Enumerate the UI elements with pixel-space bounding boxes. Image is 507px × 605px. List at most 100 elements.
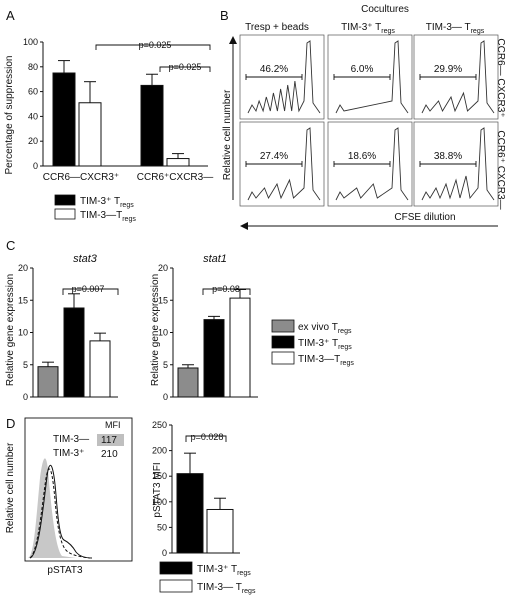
panel-b-cell-r1-c2-percentage: 6.0%: [351, 64, 374, 75]
panel-d-legend-label-1: TIM-3⁺ Tregs: [197, 564, 251, 577]
panel-b-cell-r1-c2-histogram: [335, 40, 409, 114]
panel-c-legend-label-3: TIM-3—Tregs: [298, 354, 354, 367]
panel-d-bar-ylabel: pSTAT3 MFI: [152, 462, 163, 517]
panel-c-stat3-bar-3: [89, 340, 111, 398]
panel-c-stat1-bar-2: [203, 319, 225, 398]
panel-c-legend-swatch-white: [271, 351, 295, 365]
panel-d-hist-shaded: [28, 458, 76, 558]
panel-c-stat1-bar-1: [177, 367, 199, 398]
panel-b-letter: B: [220, 8, 229, 23]
panel-d-tick-label: 0: [162, 548, 167, 558]
panel-c-stat1-bars: [177, 289, 251, 398]
panel-b-cell-r1-c3-frame: [413, 34, 499, 120]
panel-b-ylabel: Relative cell number: [222, 89, 233, 180]
panel-d-legend-label-2: TIM-3— Tregs: [197, 582, 256, 595]
panel-b-row-label-1: CCR6— CXCR3⁺: [495, 38, 506, 117]
panel-c-left-tick-label: 15: [18, 295, 28, 305]
panel-b-row-label-2: CCR6⁺ CXCR3—: [495, 130, 506, 209]
panel-c-ylabel-left: Relative gene expression: [5, 274, 16, 386]
panel-c-legend-label-2: TIM-3⁺ Tregs: [298, 338, 352, 351]
panel-b-cell-r1-c2-frame: [327, 34, 413, 120]
panel-c-ylabel-right: Relative gene expression: [150, 274, 161, 386]
panel-c-stat3-bar-2: [63, 307, 85, 398]
panel-d-tick-label: 200: [152, 446, 167, 456]
panel-d-mfi-value-1-bg: [97, 434, 124, 446]
panel-d-tick-label: 150: [152, 471, 167, 481]
panel-d-mfi-label-1: TIM-3—: [53, 434, 89, 445]
panel-a-legend-swatch-white: [54, 208, 76, 220]
panel-b-cell-r1-c1-frame: [239, 34, 325, 120]
panel-a-tick-label: 0: [33, 161, 38, 171]
panel-c-p-right: p=0.08: [212, 284, 240, 294]
panel-d-legend-swatch-white: [159, 579, 193, 593]
panel-c-left-tick-label: 10: [18, 328, 28, 338]
panel-a-p-outer: p=0.025: [139, 40, 172, 50]
panel-d-mfi-value-2: 210: [101, 449, 118, 460]
panel-d-hist-ylabel: Relative cell number: [5, 442, 16, 533]
panel-d-legend-swatch-black: [159, 561, 193, 575]
panel-a-legend-label-2: TIM-3—Tregs: [80, 210, 136, 223]
panel-c-left-y-ticks: 0 5 10 15 20: [18, 263, 33, 402]
panel-c-left-tick-label: 20: [18, 263, 28, 273]
panel-d-bars: [176, 452, 234, 554]
panel-a-bar-timplus-2: [140, 84, 164, 167]
panel-b-cell-r1-c3-histogram: [421, 40, 495, 114]
panel-c-bracket-right: [202, 288, 251, 295]
panel-b-cell-r2-c3-frame: [413, 121, 499, 207]
panel-b-cell-r2-c3-percentage: 38.8%: [434, 151, 462, 162]
panel-b-xlabel: CFSE dilution: [394, 212, 455, 223]
panel-d-letter: D: [6, 416, 15, 431]
panel-d-tick-label: 250: [152, 420, 167, 430]
panel-a-bracket-outer: [95, 44, 211, 50]
panel-c-right-tick-label: 0: [163, 392, 168, 402]
panel-a-category-2: CCR6⁺CXCR3—: [137, 172, 213, 183]
panel-c-left-tick-label: 5: [23, 360, 28, 370]
panel-a-bar-timplus-1: [52, 72, 76, 167]
panel-c-stat3-bar-1: [37, 366, 59, 398]
panel-a-ylabel: Percentage of suppression: [4, 56, 15, 175]
panel-a-tick-label: 20: [28, 136, 38, 146]
panel-c-bracket-left: [62, 288, 119, 295]
panel-c-stat3-bars: [37, 293, 111, 398]
panel-c-right-tick-label: 10: [158, 328, 168, 338]
panel-b-cell-r1-c1-histogram: [247, 40, 321, 114]
panel-d-tick-label: 100: [152, 497, 167, 507]
panel-d-mfi-header: MFI: [105, 420, 121, 430]
panel-c-stat1-bar-3: [229, 297, 251, 398]
panel-c-right-tick-label: 15: [158, 295, 168, 305]
panel-b-col-header-1: Tresp + beads: [245, 22, 309, 33]
panel-a-y-ticks: 0 20 40 60 80 100: [23, 37, 43, 171]
panel-b-cell-r2-c1-frame: [239, 121, 325, 207]
panel-c-title-stat3: stat3: [73, 253, 98, 265]
panel-a-bracket-inner: [159, 66, 211, 72]
panel-b-cell-r2-c3-gate: [419, 161, 477, 167]
panel-d-hist-xlabel: pSTAT3: [47, 565, 83, 576]
panel-a-bars: [52, 60, 190, 167]
panel-b-cell-r1-c1-gate: [245, 74, 303, 80]
panel-c-title-stat1: stat1: [203, 253, 227, 265]
panel-b-col-header-3: TIM-3— Tregs: [426, 22, 485, 35]
panel-d-hist-frame: [24, 417, 133, 562]
panel-d-bar-1: [176, 473, 204, 554]
panel-b-cell-r2-c2-frame: [327, 121, 413, 207]
panel-a-bar-timminus-1: [78, 102, 102, 167]
panel-d-mfi-value-1: 117: [101, 435, 117, 446]
panel-b-cell-r2-c3-histogram: [421, 127, 495, 201]
panel-c-right-tick-label: 20: [158, 263, 168, 273]
panel-b-cell-r1-c3-gate: [419, 74, 477, 80]
panel-b-cell-r2-c1-gate: [245, 161, 303, 167]
panel-b-cell-r1-c2-gate: [333, 74, 391, 80]
panel-a-tick-label: 60: [28, 87, 38, 97]
panel-d-p-value: p=0.028: [191, 432, 224, 442]
panel-a-legend-swatch-black: [54, 194, 76, 206]
panel-d-bar-2: [206, 508, 234, 554]
panel-c-left-tick-label: 0: [23, 392, 28, 402]
panel-a-legend-label-1: TIM-3⁺ Tregs: [80, 196, 134, 209]
panel-b-cell-r2-c2-percentage: 18.6%: [348, 151, 376, 162]
panel-b-title: Cocultures: [361, 4, 409, 15]
panel-c-legend-swatch-black: [271, 335, 295, 349]
panel-a-letter: A: [6, 8, 15, 23]
panel-a-tick-label: 100: [23, 37, 38, 47]
panel-b-cell-r1-c3-percentage: 29.9%: [434, 64, 462, 75]
